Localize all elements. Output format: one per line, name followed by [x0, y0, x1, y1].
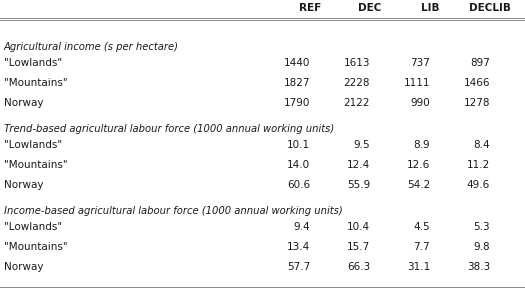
Text: 9.8: 9.8 — [474, 242, 490, 252]
Text: Trend-based agricultural labour force (1000 annual working units): Trend-based agricultural labour force (1… — [4, 124, 334, 134]
Text: 9.5: 9.5 — [353, 140, 370, 150]
Text: 38.3: 38.3 — [467, 262, 490, 272]
Text: 4.5: 4.5 — [413, 222, 430, 232]
Text: 737: 737 — [410, 58, 430, 68]
Text: 15.7: 15.7 — [346, 242, 370, 252]
Text: Norway: Norway — [4, 180, 44, 190]
Text: "Mountains": "Mountains" — [4, 160, 68, 170]
Text: "Lowlands": "Lowlands" — [4, 58, 62, 68]
Text: 57.7: 57.7 — [287, 262, 310, 272]
Text: 1613: 1613 — [343, 58, 370, 68]
Text: 897: 897 — [470, 58, 490, 68]
Text: 31.1: 31.1 — [407, 262, 430, 272]
Text: 1278: 1278 — [464, 98, 490, 108]
Text: 1440: 1440 — [284, 58, 310, 68]
Text: Norway: Norway — [4, 98, 44, 108]
Text: 13.4: 13.4 — [287, 242, 310, 252]
Text: "Mountains": "Mountains" — [4, 78, 68, 88]
Text: Agricultural income (s per hectare): Agricultural income (s per hectare) — [4, 42, 179, 52]
Text: Income-based agricultural labour force (1000 annual working units): Income-based agricultural labour force (… — [4, 206, 343, 216]
Text: 66.3: 66.3 — [346, 262, 370, 272]
Text: 1790: 1790 — [284, 98, 310, 108]
Text: 990: 990 — [410, 98, 430, 108]
Text: 7.7: 7.7 — [413, 242, 430, 252]
Text: Norway: Norway — [4, 262, 44, 272]
Text: 55.9: 55.9 — [346, 180, 370, 190]
Text: 12.4: 12.4 — [346, 160, 370, 170]
Text: 10.1: 10.1 — [287, 140, 310, 150]
Text: "Lowlands": "Lowlands" — [4, 222, 62, 232]
Text: 11.2: 11.2 — [467, 160, 490, 170]
Text: 60.6: 60.6 — [287, 180, 310, 190]
Text: DECLIB: DECLIB — [469, 3, 511, 13]
Text: 54.2: 54.2 — [407, 180, 430, 190]
Text: REF: REF — [299, 3, 321, 13]
Text: 1111: 1111 — [404, 78, 430, 88]
Text: 5.3: 5.3 — [474, 222, 490, 232]
Text: DEC: DEC — [358, 3, 382, 13]
Text: 14.0: 14.0 — [287, 160, 310, 170]
Text: 2228: 2228 — [343, 78, 370, 88]
Text: 49.6: 49.6 — [467, 180, 490, 190]
Text: 10.4: 10.4 — [347, 222, 370, 232]
Text: 1466: 1466 — [464, 78, 490, 88]
Text: 9.4: 9.4 — [293, 222, 310, 232]
Text: 1827: 1827 — [284, 78, 310, 88]
Text: LIB: LIB — [421, 3, 439, 13]
Text: 8.9: 8.9 — [413, 140, 430, 150]
Text: "Lowlands": "Lowlands" — [4, 140, 62, 150]
Text: "Mountains": "Mountains" — [4, 242, 68, 252]
Text: 12.6: 12.6 — [407, 160, 430, 170]
Text: 8.4: 8.4 — [474, 140, 490, 150]
Text: 2122: 2122 — [343, 98, 370, 108]
